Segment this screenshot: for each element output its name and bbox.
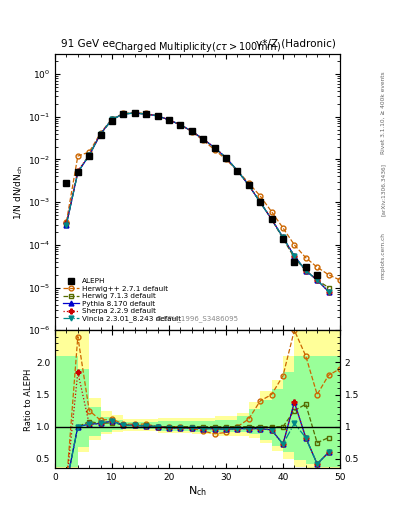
Title: Charged Multiplicity$(c\tau > 100\mathrm{mm})$: Charged Multiplicity$(c\tau > 100\mathrm… [114,39,281,54]
Y-axis label: Ratio to ALEPH: Ratio to ALEPH [24,368,33,431]
X-axis label: N$_\mathregular{ch}$: N$_\mathregular{ch}$ [188,484,207,498]
Legend: ALEPH, Herwig++ 2.7.1 default, Herwig 7.1.3 default, Pythia 8.170 default, Sherp: ALEPH, Herwig++ 2.7.1 default, Herwig 7.… [61,276,182,324]
Text: mcplots.cern.ch: mcplots.cern.ch [381,232,386,280]
Text: Rivet 3.1.10, ≥ 400k events: Rivet 3.1.10, ≥ 400k events [381,71,386,154]
Text: ALEPH_1996_S3486095: ALEPH_1996_S3486095 [156,315,239,322]
Y-axis label: 1/N dN/dN$_\mathregular{ch}$: 1/N dN/dN$_\mathregular{ch}$ [12,164,25,220]
Text: [arXiv:1306.3436]: [arXiv:1306.3436] [381,163,386,216]
Text: 91 GeV ee: 91 GeV ee [61,38,115,49]
Text: γ*/Z (Hadronic): γ*/Z (Hadronic) [256,38,336,49]
